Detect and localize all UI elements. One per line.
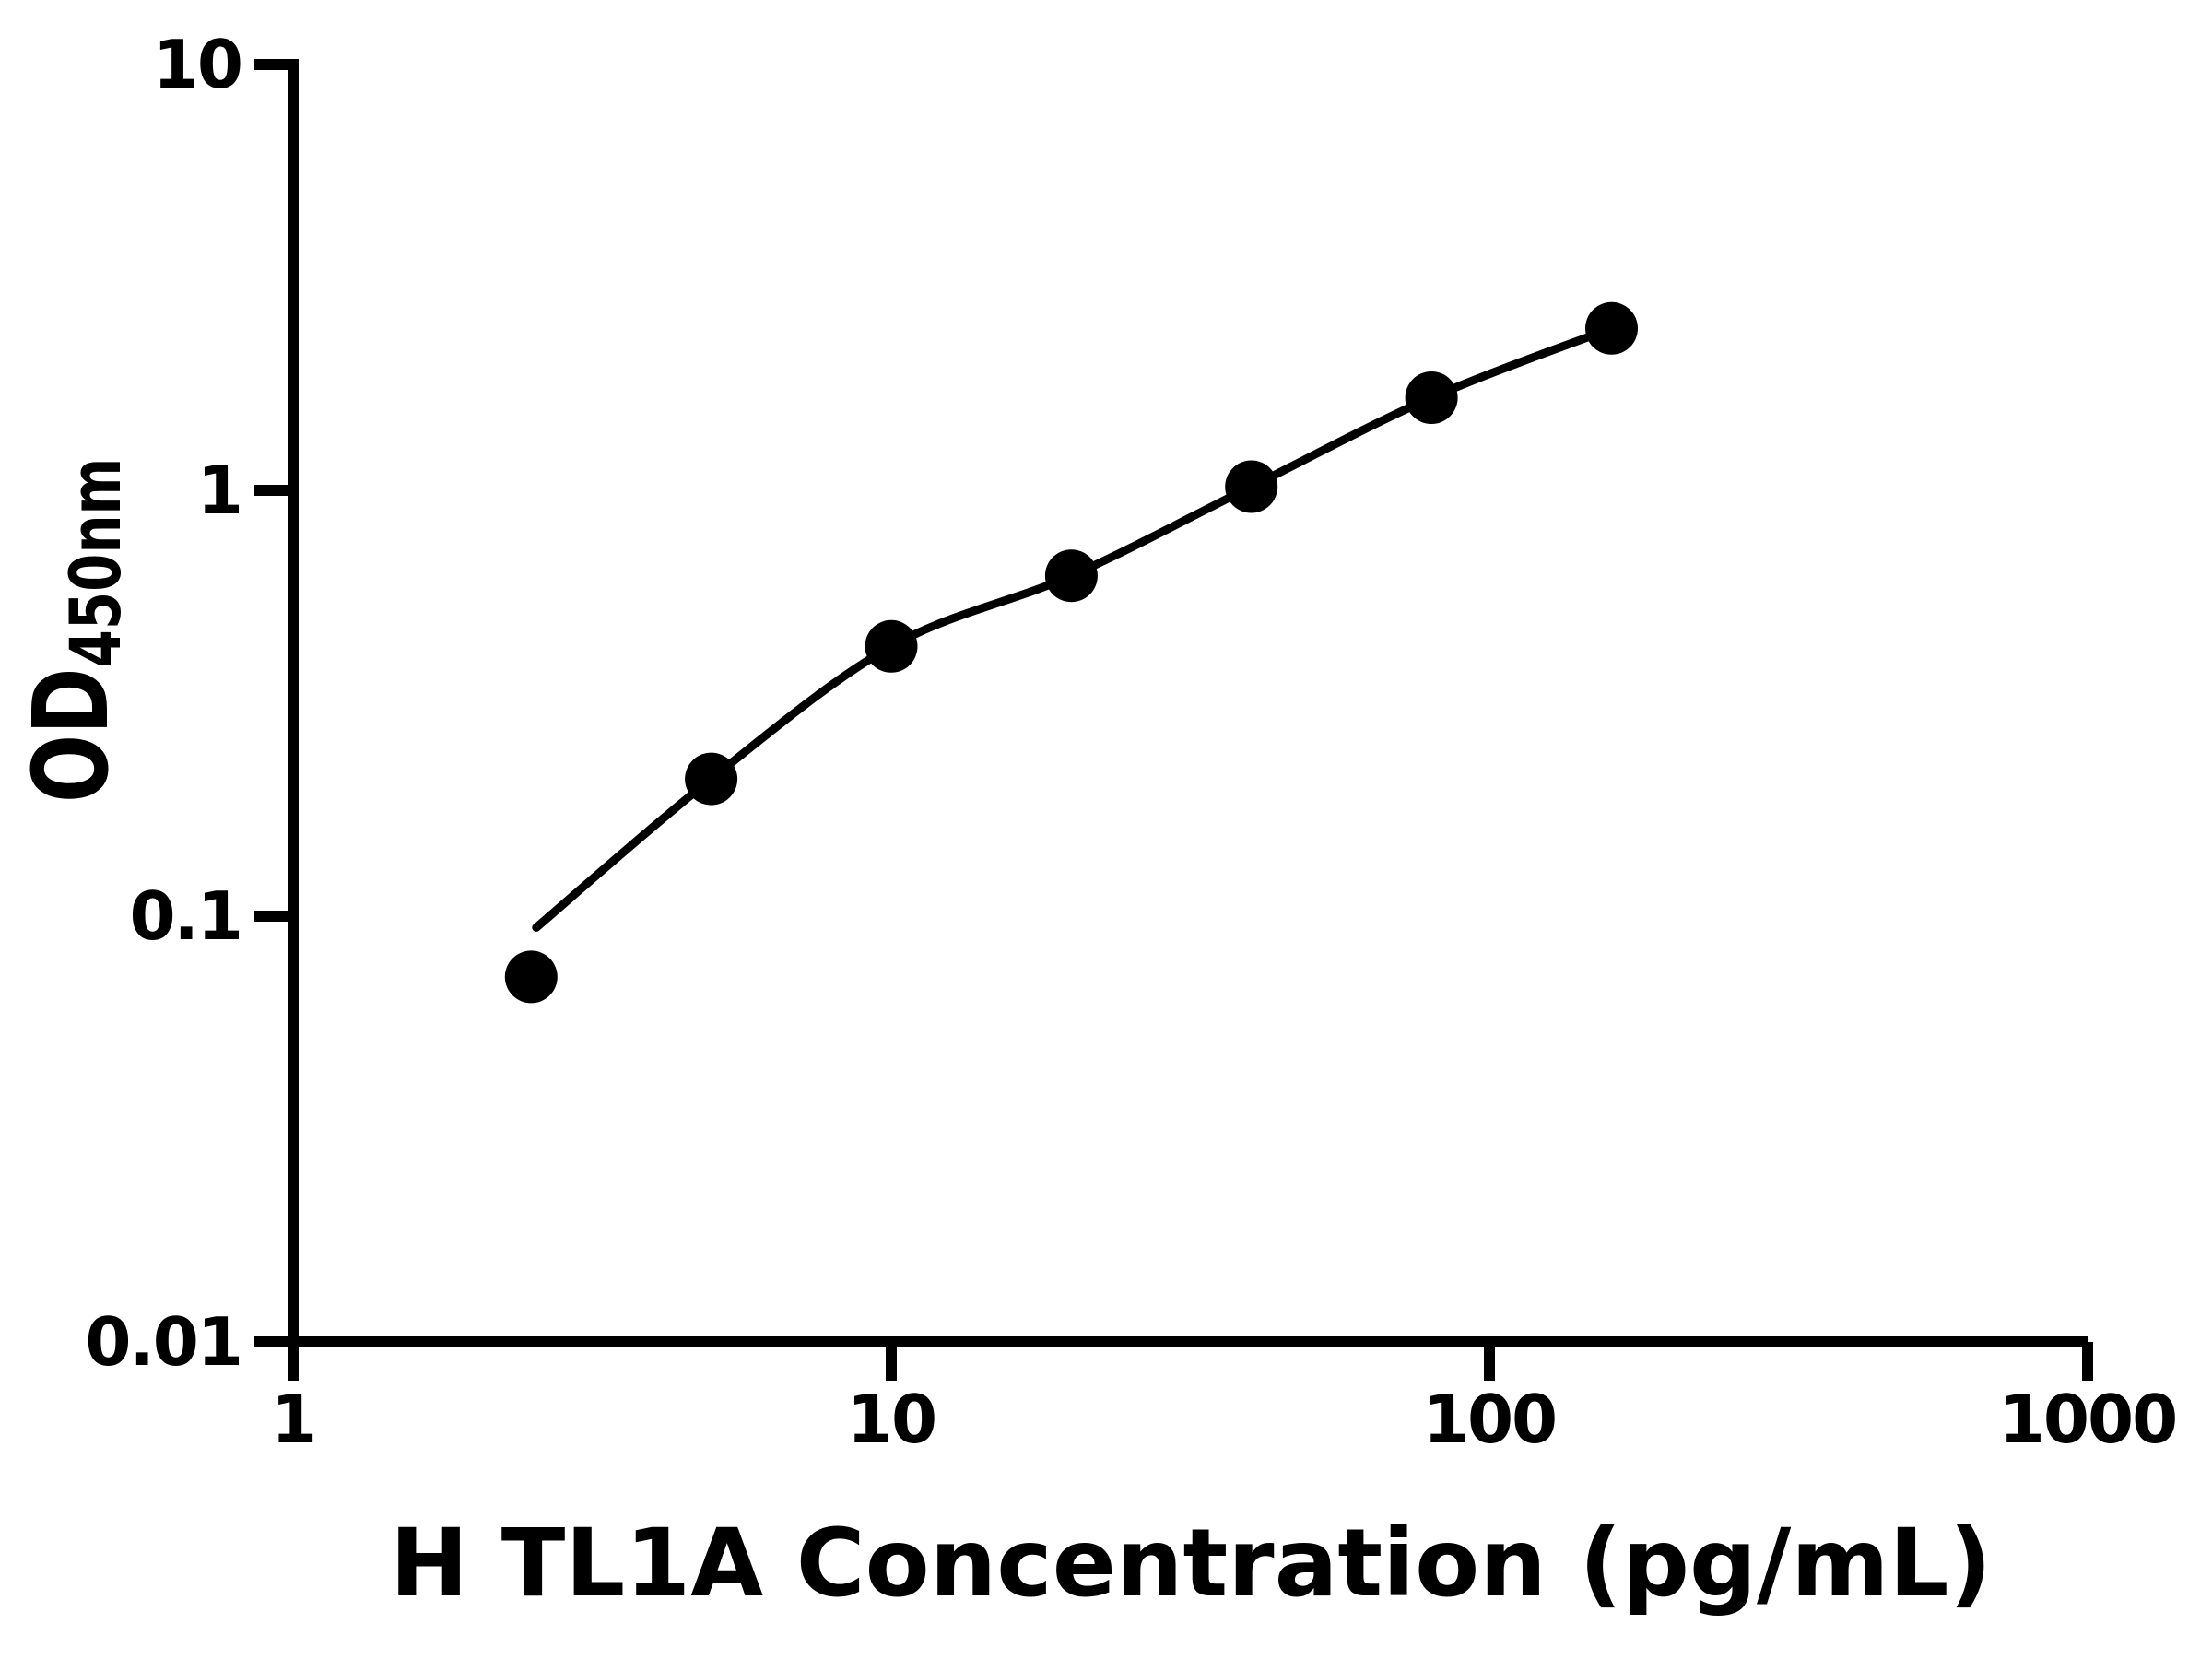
y-axis-title-main: OD [12, 667, 132, 804]
data-point-marker [504, 950, 558, 1004]
data-point-marker [685, 752, 738, 806]
data-point-marker [1585, 301, 1638, 355]
data-point-marker [1405, 371, 1458, 424]
data-point-marker [1225, 460, 1278, 513]
y-axis-title: OD450nm [3, 262, 141, 999]
x-axis-tick-label: 100 [1422, 1381, 1558, 1458]
data-point-marker [1044, 549, 1098, 603]
x-axis-title: H TL1A Concentration (pg/mL) [389, 1509, 1993, 1618]
axes [254, 59, 2093, 1381]
y-axis-title-subscript: 450nm [54, 457, 136, 668]
data-points [504, 301, 1638, 1004]
fit-curve-path [532, 324, 1616, 932]
y-axis-tick-label: 0.01 [85, 1303, 243, 1381]
x-axis-tick-label: 1 [270, 1381, 317, 1458]
y-axis-tick-label: 1 [196, 452, 243, 529]
y-axis-tick-label: 0.1 [129, 877, 243, 955]
x-axis-tick-label: 10 [846, 1381, 937, 1458]
fit-curve [532, 324, 1616, 932]
axis-lines [254, 59, 2093, 1381]
y-axis-tick-label: 10 [152, 26, 243, 103]
data-point-marker [865, 619, 918, 673]
x-axis-tick-label: 1000 [1998, 1381, 2178, 1458]
